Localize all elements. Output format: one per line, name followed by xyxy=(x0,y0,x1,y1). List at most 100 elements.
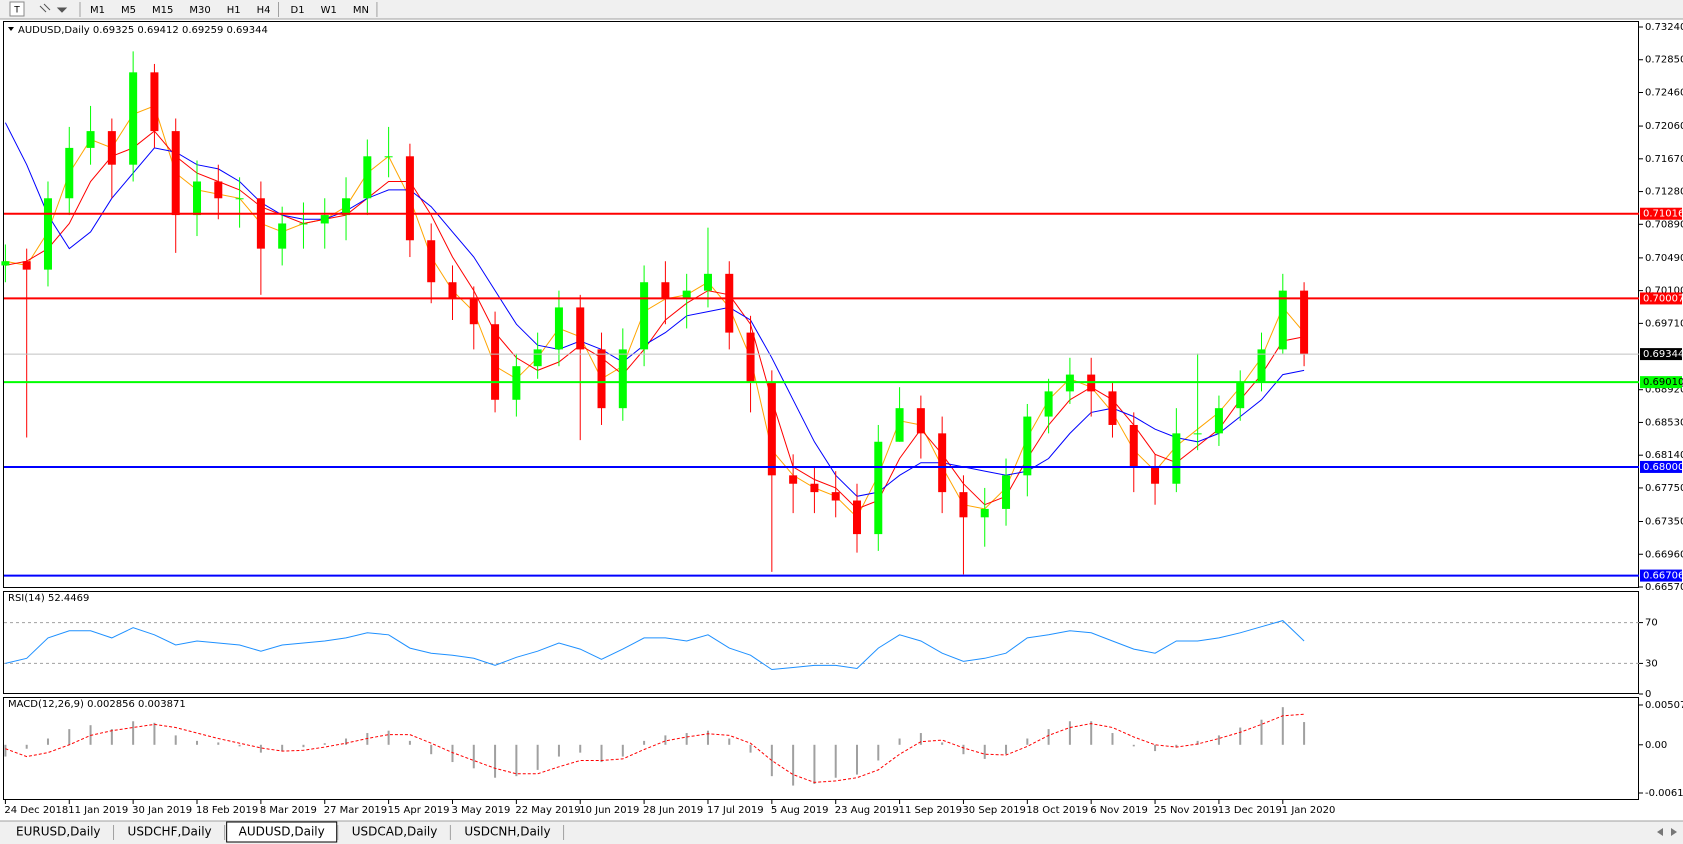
macd-bar xyxy=(515,744,518,777)
candle-body xyxy=(1002,475,1011,509)
macd-bar xyxy=(1196,740,1199,745)
tab[interactable] xyxy=(4,823,113,841)
arrow-tool[interactable] xyxy=(39,3,68,13)
timeframe-button[interactable]: M5 xyxy=(121,5,136,16)
macd-bar xyxy=(472,744,475,769)
x-tick-label: 11 Jan 2019 xyxy=(68,805,128,816)
x-tick-label: 28 Jun 2019 xyxy=(643,805,703,816)
candle-body xyxy=(789,475,798,484)
tab-label: AUDUSD,Daily xyxy=(239,825,325,839)
tab[interactable] xyxy=(226,821,338,843)
tab-label: USDCHF,Daily xyxy=(128,825,212,839)
macd-bar xyxy=(1303,722,1306,745)
macd-bar xyxy=(1132,744,1135,747)
macd-bar xyxy=(856,744,858,775)
collapse-icon xyxy=(8,27,14,31)
candle-body xyxy=(469,299,478,325)
chart-area xyxy=(0,21,1683,820)
candle-body xyxy=(448,282,457,300)
y-tick-label: 0.66960 xyxy=(1645,549,1683,560)
macd-bar xyxy=(621,744,624,757)
tab-scroll[interactable] xyxy=(1657,828,1677,836)
candle-body xyxy=(767,382,776,476)
tab[interactable] xyxy=(452,823,563,841)
timeframe-button[interactable]: H1 xyxy=(227,5,241,16)
tab[interactable] xyxy=(339,823,450,841)
candle-body xyxy=(1151,466,1160,484)
x-tick-label: 30 Jan 2019 xyxy=(132,805,192,816)
macd-bar xyxy=(174,735,177,745)
x-tick-label: 6 Nov 2019 xyxy=(1090,805,1148,816)
macd-bar xyxy=(685,733,688,745)
text-tool[interactable] xyxy=(9,1,25,17)
macd-bar xyxy=(4,744,7,757)
tab-label: USDCNH,Daily xyxy=(464,825,550,839)
x-tick-label: 10 Jun 2019 xyxy=(579,805,639,816)
macd-bar xyxy=(898,738,901,745)
macd-bar xyxy=(323,743,326,745)
x-tick-label: 25 Nov 2019 xyxy=(1154,805,1218,816)
macd-bar xyxy=(706,730,709,745)
candle-body xyxy=(640,282,649,350)
timeframe-button[interactable]: D1 xyxy=(291,5,305,16)
candle-body xyxy=(1193,433,1202,435)
macd-bar xyxy=(451,744,454,763)
x-tick-label: 24 Dec 2018 xyxy=(4,805,68,816)
timeframe-button[interactable]: M15 xyxy=(152,5,173,16)
price-label: 0.69010 xyxy=(1643,377,1683,388)
timeframe-button[interactable]: M30 xyxy=(189,5,210,16)
candle-body xyxy=(235,198,244,200)
price-label-box xyxy=(1640,292,1682,305)
candle-body xyxy=(491,324,500,400)
moving-average xyxy=(4,122,1305,497)
candle-body xyxy=(427,240,436,283)
candle-body xyxy=(1129,424,1138,467)
timeframe-button[interactable]: H4 xyxy=(257,5,271,16)
macd-bar xyxy=(1175,744,1178,748)
price-label-box xyxy=(1640,569,1682,582)
timeframe-button[interactable]: M1 xyxy=(90,5,105,16)
price-label: 0.69344 xyxy=(1643,349,1683,360)
candle-body xyxy=(533,349,542,367)
macd-bar xyxy=(110,729,113,745)
candle-body xyxy=(1236,382,1245,409)
x-tick-label: 8 Mar 2019 xyxy=(260,805,317,816)
tab[interactable] xyxy=(115,823,224,841)
macd-bar xyxy=(281,744,284,752)
y-tick-label: 0.72060 xyxy=(1645,121,1683,132)
macd-bar xyxy=(962,744,965,755)
y-tick-label: 0.67750 xyxy=(1645,483,1683,494)
rsi-panel xyxy=(3,591,1639,694)
macd-bar xyxy=(813,744,816,784)
indicator-title: MACD(12,26,9) 0.002856 0.003871 xyxy=(8,699,186,710)
candle-body xyxy=(405,156,414,241)
price-label: 0.71016 xyxy=(1643,209,1683,220)
price-label: 0.66706 xyxy=(1643,571,1683,582)
timeframe-button[interactable]: W1 xyxy=(321,5,337,16)
y-tick-label: 0.00 xyxy=(1645,740,1667,751)
candle-body xyxy=(256,198,265,249)
price-label: 0.68000 xyxy=(1643,462,1683,473)
candle-body xyxy=(895,408,904,442)
macd-bar xyxy=(983,744,986,759)
timeframe-button[interactable]: MN xyxy=(353,5,369,16)
macd-bar xyxy=(600,744,603,763)
candle-body xyxy=(384,156,393,158)
macd-bar xyxy=(1281,707,1284,745)
candle-body xyxy=(682,290,691,300)
macd-bar xyxy=(664,735,667,745)
macd-bar xyxy=(132,721,135,745)
chart-title: AUDUSD,Daily 0.69325 0.69412 0.69259 0.6… xyxy=(18,25,268,36)
y-tick-label: 30 xyxy=(1645,658,1658,669)
candle-body xyxy=(980,508,989,518)
candle-body xyxy=(618,349,627,409)
indicator-title: RSI(14) 52.4469 xyxy=(8,593,89,604)
macd-bar xyxy=(217,742,220,745)
macd-bar xyxy=(1154,744,1157,752)
y-tick-label: 0.70490 xyxy=(1645,253,1683,264)
x-tick-label: 18 Oct 2019 xyxy=(1026,805,1088,816)
macd-bar xyxy=(749,744,752,753)
price-label-box xyxy=(1640,376,1682,389)
macd-bar xyxy=(302,744,305,748)
